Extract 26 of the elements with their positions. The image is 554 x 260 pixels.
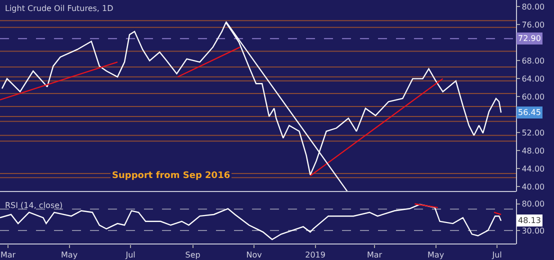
x-tick-label: May [61,250,78,260]
x-tick-label: May [428,250,444,260]
x-tick-label: Mar [366,250,383,260]
x-tick-label: Jul [124,250,136,260]
x-tick-label: Jul [491,250,502,260]
y-tick-label: 68.00 [522,56,545,66]
x-tick-label: Mar [0,250,16,260]
chart-title: RSI (14, close) [5,201,63,210]
y-tick-label: 40.00 [522,182,545,192]
text: Light Crude Oil Futures, 1D [5,4,114,13]
x-tick-label: Sep [185,250,200,260]
y-tick-label: 44.00 [522,164,545,174]
y-tick-label: 80.00 [522,200,545,209]
y-tick-label: 80.00 [522,2,545,12]
x-tick-label: 2019 [305,250,326,260]
y-tick-label: 48.00 [522,146,545,156]
y-tick-label: 64.00 [522,74,545,84]
ref-line-label: 72.90 [518,34,541,43]
x-tick-label: Nov [246,250,262,260]
annotation: 48.13 [518,216,541,225]
annotation: Support from Sep 2016 [112,171,230,181]
y-tick-label: 60.00 [522,92,545,102]
annotation: 56.45 [518,108,541,117]
y-tick-label: 30.00 [522,226,545,236]
y-tick-label: 76.00 [522,20,545,30]
y-tick-label: 52.00 [522,128,545,138]
